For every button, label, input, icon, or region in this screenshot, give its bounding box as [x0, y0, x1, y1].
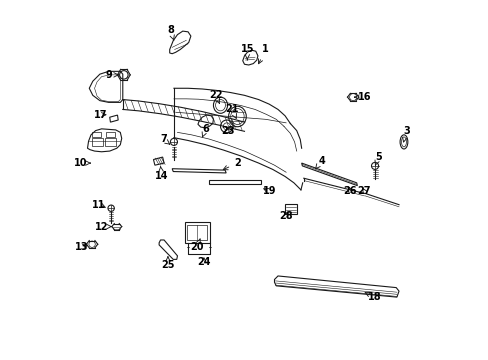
Bar	[105, 138, 116, 146]
Text: 16: 16	[354, 92, 370, 102]
Bar	[106, 132, 115, 137]
Text: 28: 28	[279, 211, 292, 221]
Text: 6: 6	[202, 124, 209, 137]
Text: 20: 20	[190, 239, 203, 252]
Text: 5: 5	[374, 152, 381, 165]
Text: 9: 9	[105, 70, 118, 80]
Text: 15: 15	[240, 45, 254, 60]
Text: 8: 8	[166, 25, 174, 40]
Text: 24: 24	[197, 257, 210, 267]
Text: 2: 2	[223, 158, 240, 170]
Bar	[284, 204, 297, 214]
Text: 14: 14	[155, 166, 168, 181]
Text: 3: 3	[402, 126, 409, 142]
Text: 13: 13	[75, 242, 88, 252]
Bar	[92, 138, 102, 146]
Bar	[92, 132, 101, 137]
Text: 11: 11	[92, 200, 106, 210]
Text: 23: 23	[221, 126, 234, 136]
Text: 7: 7	[160, 134, 169, 144]
Text: 22: 22	[208, 90, 222, 103]
Text: 25: 25	[161, 257, 174, 270]
Text: 27: 27	[357, 186, 370, 196]
Text: 18: 18	[365, 292, 381, 302]
Text: 17: 17	[94, 110, 107, 120]
Text: 1: 1	[258, 45, 268, 64]
Text: 21: 21	[225, 104, 239, 118]
Text: 4: 4	[315, 156, 325, 169]
Text: 26: 26	[343, 186, 356, 195]
Text: 10: 10	[74, 158, 90, 168]
Bar	[184, 222, 209, 243]
Text: 12: 12	[95, 221, 111, 231]
Bar	[187, 225, 207, 240]
Text: 19: 19	[262, 186, 275, 196]
